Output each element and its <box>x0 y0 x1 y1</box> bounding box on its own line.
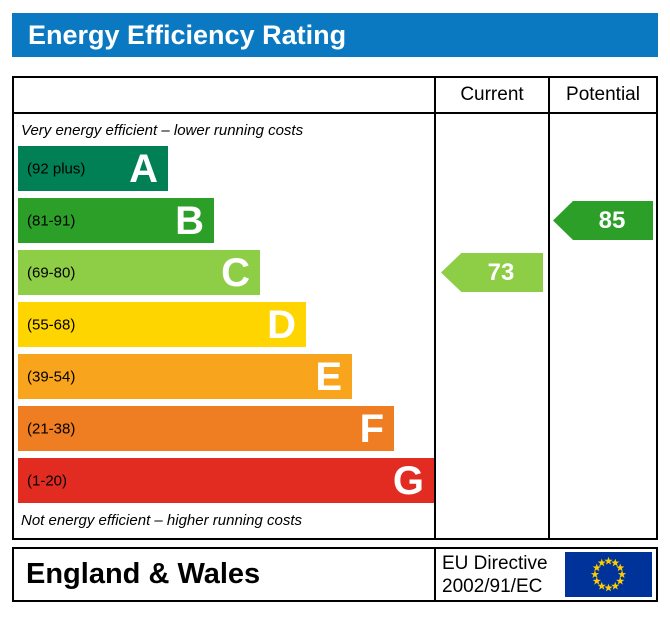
band-b: (81-91) B <box>18 198 214 243</box>
band-c: (69-80) C <box>18 250 260 295</box>
band-c-letter: C <box>221 250 250 295</box>
top-note: Very energy efficient – lower running co… <box>21 122 304 139</box>
eu-directive-line1: EU Directive <box>442 553 548 574</box>
bottom-note: Not energy efficient – higher running co… <box>21 512 302 529</box>
rating-bands: (92 plus) A (81-91) B (69-80) C (55-68) … <box>18 146 434 510</box>
eu-directive-label: EU Directive 2002/91/EC <box>442 552 548 598</box>
band-b-range: (81-91) <box>27 212 76 229</box>
band-e: (39-54) E <box>18 354 352 399</box>
eu-directive-line2: 2002/91/EC <box>442 576 543 597</box>
potential-rating-value: 85 <box>598 207 626 234</box>
band-f-range: (21-38) <box>27 420 76 437</box>
band-b-letter: B <box>175 198 204 243</box>
band-g-range: (1-20) <box>27 472 68 489</box>
footer: England & Wales EU Directive 2002/91/EC <box>12 547 658 602</box>
current-rating-pointer: 73 <box>441 253 543 292</box>
region-label: England & Wales <box>26 558 261 590</box>
band-d: (55-68) D <box>18 302 306 347</box>
band-a: (92 plus) A <box>18 146 168 191</box>
page-title: Energy Efficiency Rating <box>12 13 658 57</box>
potential-column-divider <box>548 78 550 538</box>
band-f-letter: F <box>359 406 384 451</box>
rating-table: Current Potential Very energy efficient … <box>12 76 658 540</box>
band-a-range: (92 plus) <box>27 160 86 177</box>
band-c-range: (69-80) <box>27 264 76 281</box>
band-g-letter: G <box>392 458 424 503</box>
band-e-range: (39-54) <box>27 368 76 385</box>
current-rating-value: 73 <box>487 259 515 286</box>
footer-divider <box>434 549 436 600</box>
current-column-divider <box>434 78 436 538</box>
band-a-letter: A <box>129 146 158 191</box>
band-e-letter: E <box>315 354 342 399</box>
band-f: (21-38) F <box>18 406 394 451</box>
potential-rating-pointer: 85 <box>553 201 653 240</box>
table-header-divider <box>14 78 656 114</box>
eu-flag-icon <box>565 552 652 597</box>
band-g: (1-20) G <box>18 458 434 503</box>
current-column-header: Current <box>460 84 524 105</box>
band-d-range: (55-68) <box>27 316 76 333</box>
potential-column-header: Potential <box>566 84 640 105</box>
band-d-letter: D <box>267 302 296 347</box>
